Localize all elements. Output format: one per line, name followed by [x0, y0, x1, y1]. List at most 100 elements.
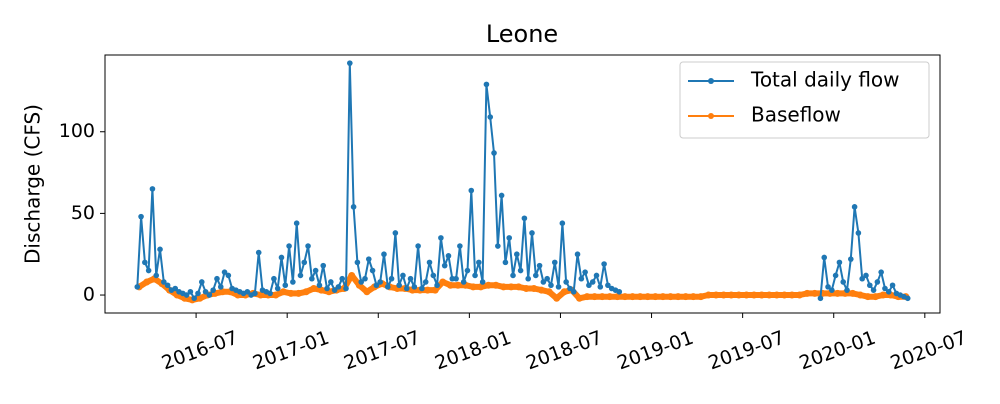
series-line — [136, 62, 620, 300]
data-point — [765, 291, 773, 299]
data-point — [369, 267, 376, 274]
data-point — [363, 288, 371, 296]
data-point — [293, 220, 300, 226]
data-point — [446, 281, 454, 289]
data-point — [510, 272, 516, 279]
x-tick-label: 2020-07 — [888, 327, 970, 375]
data-point — [530, 285, 538, 293]
data-point — [863, 272, 869, 279]
data-point — [636, 293, 644, 301]
data-point — [502, 259, 509, 266]
data-point — [365, 256, 372, 262]
data-point — [430, 272, 437, 279]
data-point — [606, 293, 614, 301]
data-point — [613, 293, 621, 301]
data-point — [244, 288, 251, 295]
data-point — [328, 279, 334, 285]
data-point — [616, 288, 623, 295]
data-point — [454, 281, 462, 289]
data-point — [278, 254, 285, 261]
data-point — [453, 275, 459, 282]
data-point — [301, 259, 308, 266]
data-point — [750, 291, 758, 299]
data-point — [310, 285, 318, 293]
data-point — [803, 289, 811, 297]
data-point — [354, 259, 361, 266]
data-point — [214, 275, 220, 282]
x-tick-label: 2018-01 — [432, 327, 514, 375]
data-point — [426, 259, 433, 266]
data-point — [697, 293, 705, 301]
data-point — [878, 269, 884, 275]
data-point — [859, 275, 865, 282]
data-point — [403, 285, 410, 292]
data-point — [339, 275, 346, 282]
data-point — [825, 284, 831, 290]
data-point — [377, 279, 383, 285]
data-point — [424, 286, 432, 294]
x-tick-label: 2017-01 — [250, 327, 332, 375]
data-point — [904, 295, 911, 302]
data-point — [290, 279, 296, 285]
x-tick-label: 2020-01 — [796, 327, 878, 375]
data-point — [441, 262, 448, 269]
data-point — [431, 286, 439, 294]
legend-marker — [708, 113, 714, 119]
data-point — [477, 283, 485, 291]
chart-title: Leone — [486, 20, 558, 48]
data-point — [257, 291, 265, 299]
data-point — [674, 293, 682, 301]
legend-marker — [708, 78, 714, 84]
data-point — [515, 283, 523, 291]
data-point — [225, 272, 232, 279]
data-point — [195, 290, 201, 297]
axes-frame — [104, 54, 941, 314]
legend-label: Baseflow — [751, 103, 841, 127]
data-point — [457, 243, 463, 249]
data-point — [145, 267, 152, 274]
data-point — [545, 288, 553, 296]
data-point — [856, 291, 864, 299]
plot-area — [134, 60, 911, 304]
x-tick-label: 2019-07 — [705, 327, 787, 375]
data-point — [567, 285, 573, 292]
data-point — [882, 285, 888, 292]
data-point — [659, 293, 667, 301]
data-point — [555, 284, 562, 290]
x-tick-label: 2019-01 — [614, 327, 696, 375]
data-point — [529, 230, 535, 236]
data-point — [274, 285, 281, 292]
data-point — [874, 279, 881, 285]
data-point — [773, 291, 781, 299]
data-point — [422, 279, 429, 285]
data-point — [138, 213, 144, 220]
data-point — [206, 292, 213, 298]
data-point — [495, 243, 501, 249]
data-point — [544, 275, 550, 282]
y-tick-label: 100 — [59, 120, 95, 142]
data-point — [548, 282, 554, 289]
data-point — [305, 243, 311, 249]
data-point — [582, 269, 588, 275]
data-point — [689, 293, 697, 301]
data-point — [704, 291, 712, 299]
data-point — [870, 287, 877, 293]
data-point — [644, 293, 652, 301]
data-point — [758, 291, 766, 299]
data-point — [583, 293, 591, 301]
data-point — [187, 288, 194, 295]
data-point — [682, 293, 690, 301]
data-point — [295, 289, 303, 297]
data-point — [712, 291, 720, 299]
data-point — [817, 295, 824, 302]
legend-label: Total daily flow — [750, 68, 900, 92]
data-point — [388, 275, 395, 282]
data-point — [570, 288, 577, 295]
data-point — [514, 251, 520, 258]
data-point — [438, 235, 444, 241]
data-point — [578, 275, 585, 282]
data-point — [464, 267, 471, 274]
data-point — [373, 282, 380, 289]
data-point — [871, 293, 879, 301]
data-point — [848, 256, 854, 262]
